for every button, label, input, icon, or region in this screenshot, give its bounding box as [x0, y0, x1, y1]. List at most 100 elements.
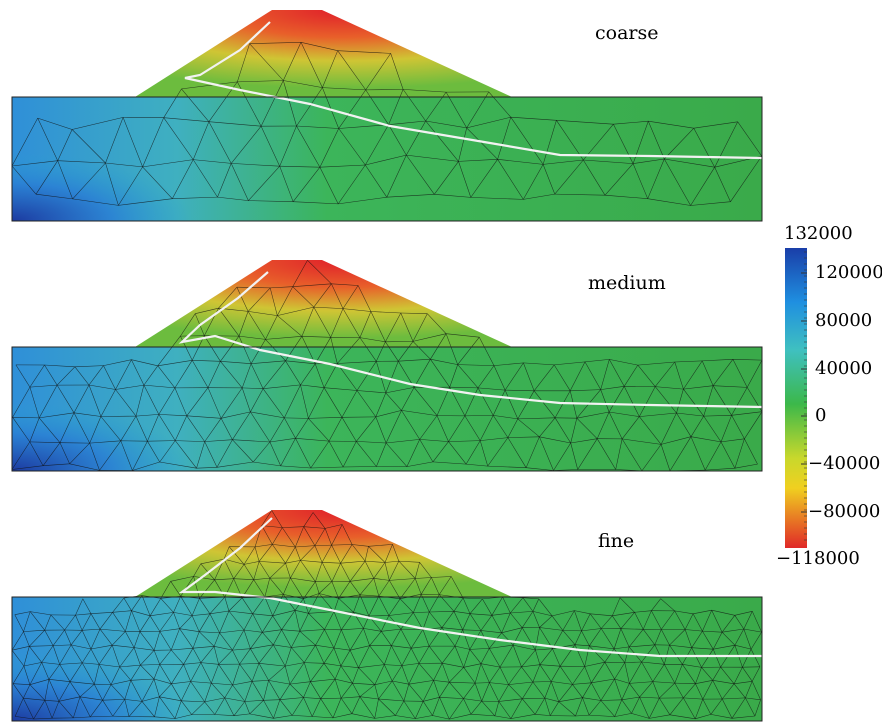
mesh-edge [734, 438, 745, 469]
mesh-edge [295, 418, 309, 439]
mesh-edge [609, 359, 638, 366]
mesh-edge [33, 700, 46, 720]
mesh-edge [115, 384, 144, 390]
mesh-edge [550, 681, 560, 702]
mesh-edge [661, 436, 692, 445]
mesh-edge [507, 436, 540, 438]
mesh-edge [38, 384, 58, 419]
mesh-edge [341, 629, 351, 651]
mesh-edge [392, 544, 400, 562]
mesh-edge [588, 700, 602, 716]
mesh-edge [331, 283, 359, 286]
mesh-edge [576, 418, 598, 439]
mesh-edge [612, 615, 622, 629]
mesh-edge [23, 629, 45, 632]
mesh-edge [522, 698, 536, 715]
mesh-edge [664, 158, 691, 206]
mesh-edge [406, 461, 433, 467]
mesh-edge [213, 632, 220, 647]
mesh-edge [359, 594, 379, 597]
mesh-edge [69, 681, 95, 685]
mesh-edge [181, 700, 192, 715]
mesh-edge [734, 615, 745, 630]
mesh-edge [254, 546, 260, 562]
mesh-edge [385, 361, 399, 394]
mesh-edge [401, 663, 420, 666]
mesh-edge [224, 684, 233, 699]
mesh-edge [332, 697, 342, 719]
mesh-edge [482, 598, 493, 616]
mesh-edge [539, 627, 553, 649]
mesh-edge [487, 437, 509, 467]
mesh-edge [639, 386, 656, 417]
mesh-edge [712, 632, 723, 650]
mesh-edge [324, 528, 332, 546]
mesh-edge [11, 441, 31, 470]
mesh-edge [523, 193, 555, 200]
mesh-edge [149, 598, 162, 616]
mesh-edge [669, 714, 696, 720]
mesh-edge [243, 629, 251, 649]
mesh-edge [262, 629, 282, 633]
mesh-edge [190, 662, 202, 682]
mesh-edge [75, 614, 83, 631]
mesh-edge [401, 665, 410, 685]
mesh-edge [337, 50, 366, 91]
mesh-edge [340, 650, 351, 667]
mesh-edge [558, 684, 573, 702]
mesh-edge [390, 53, 404, 90]
mesh-edge [261, 510, 272, 526]
mesh-edge [422, 611, 430, 630]
mesh-edge [105, 162, 119, 206]
mesh-edge [284, 666, 291, 685]
mesh-edge [517, 390, 535, 420]
mesh-edge [283, 80, 323, 88]
mesh-edge [239, 663, 260, 665]
mesh-edge [501, 627, 523, 634]
mesh-edge [648, 121, 665, 160]
mesh-edge [64, 629, 72, 646]
mesh-edge [102, 684, 112, 701]
mesh-edge [259, 561, 286, 564]
mesh-edge [159, 683, 172, 697]
mesh-edge [128, 701, 143, 717]
mesh-edge [233, 701, 246, 716]
mesh-edge [621, 696, 640, 701]
mesh-edge [292, 283, 332, 287]
mesh-edge [289, 681, 311, 685]
mesh-edge [112, 631, 126, 646]
mesh-edge [674, 610, 686, 630]
mesh-edge [532, 611, 553, 617]
mesh-edge [99, 440, 122, 471]
mesh-edge [502, 596, 511, 614]
mesh-edge [29, 611, 45, 631]
mesh-edge [315, 629, 325, 646]
mesh-edge [400, 612, 414, 630]
mesh-edge [135, 415, 148, 442]
mesh-edge [341, 417, 357, 442]
mesh-edge [303, 512, 314, 527]
mesh-edge [744, 411, 763, 439]
mesh-edge [701, 649, 714, 668]
mesh-edge [508, 666, 522, 685]
mesh-edge [279, 697, 304, 700]
mesh-edge [112, 597, 125, 613]
mesh-edge [171, 683, 182, 701]
mesh-edge [192, 613, 210, 616]
mesh-edge [323, 663, 341, 667]
mesh-edge [418, 645, 430, 664]
mesh-edge [295, 545, 315, 548]
mesh-edge [712, 680, 735, 685]
mesh-edge [270, 286, 293, 289]
mesh-edge [613, 628, 622, 649]
mesh-edge [191, 360, 209, 388]
mesh-edge [712, 649, 721, 668]
mesh-edge [375, 410, 402, 418]
mesh-edge [82, 598, 92, 614]
mesh-edge [243, 613, 253, 631]
mesh-edge [220, 387, 243, 419]
mesh-edge [333, 598, 339, 612]
mesh-edge [243, 564, 254, 580]
mesh-edge [261, 525, 283, 528]
mesh-edge [439, 697, 464, 699]
